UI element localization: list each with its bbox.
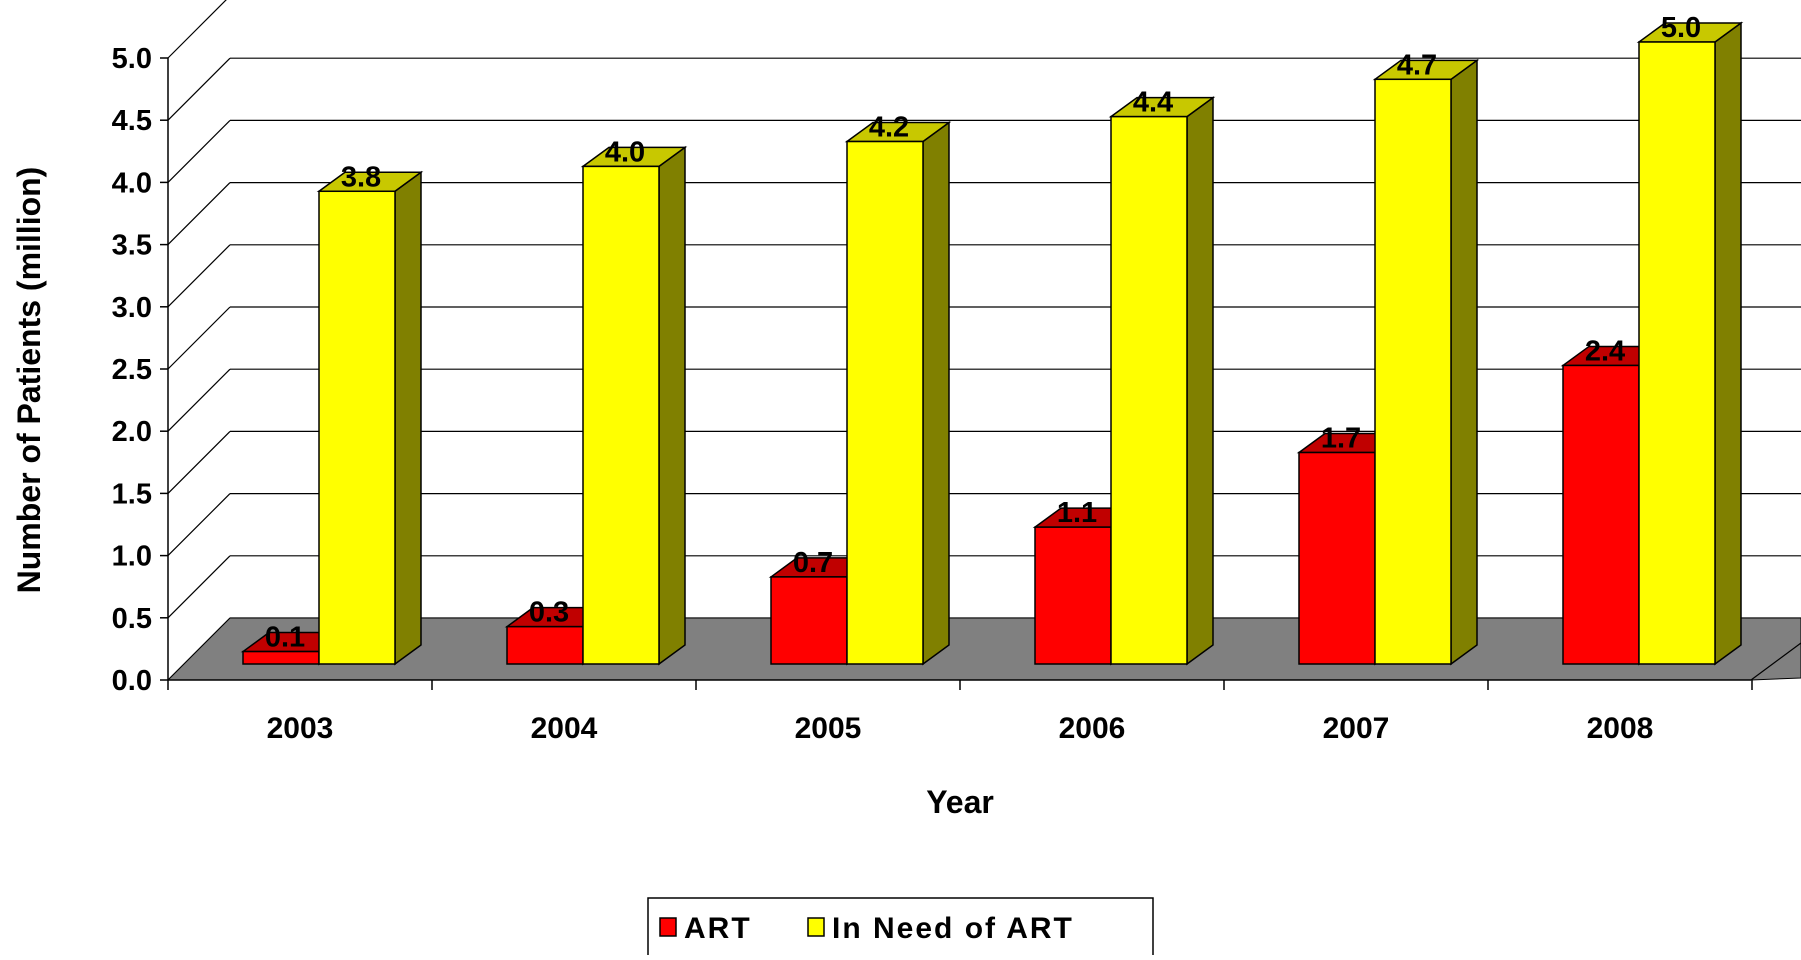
x-tick-label: 2008 <box>1587 712 1654 745</box>
y-tick-label: 2.0 <box>112 416 152 448</box>
x-tick-label: 2005 <box>795 712 862 745</box>
data-label: 0.3 <box>529 597 569 629</box>
data-label: 4.0 <box>605 136 645 168</box>
data-label: 0.7 <box>793 547 833 579</box>
x-tick-label: 2006 <box>1059 712 1126 745</box>
y-tick-label: 1.0 <box>112 541 152 573</box>
bar-front-face <box>1638 41 1716 665</box>
data-label: 3.8 <box>341 161 381 193</box>
bar-side-face <box>1450 58 1478 666</box>
bar-side-face <box>658 145 686 666</box>
gridline-diagonal <box>167 368 231 432</box>
bar-front-face <box>1562 364 1640 665</box>
bar-in-need-of-art <box>1636 21 1744 666</box>
legend-label: ART <box>684 912 752 945</box>
gridline-diagonal <box>167 306 231 370</box>
y-tick-label: 1.5 <box>112 478 152 510</box>
bar-front-face <box>582 165 660 665</box>
y-tick-label: 0.0 <box>112 665 152 697</box>
bar-front-face <box>318 190 396 665</box>
y-tick-label: 3.5 <box>112 230 152 262</box>
legend-box <box>647 897 1154 957</box>
bar-front-face <box>846 140 924 665</box>
gridline-diagonal <box>167 182 231 246</box>
y-axis-title: Number of Patients (million) <box>11 167 47 594</box>
bar-in-need-of-art <box>1372 58 1480 666</box>
bar-in-need-of-art <box>844 121 952 666</box>
gridline-diagonal <box>167 493 231 557</box>
data-label: 4.4 <box>1133 87 1173 119</box>
gridline-diagonal <box>167 555 231 619</box>
gridline-diagonal <box>167 57 231 121</box>
y-tick-label: 4.5 <box>112 105 152 137</box>
y-tick-label: 0.5 <box>112 603 152 635</box>
bar-side-face <box>922 121 950 666</box>
legend-label: In Need of ART <box>832 912 1074 945</box>
data-label: 4.7 <box>1397 49 1437 81</box>
x-tick-label: 2004 <box>531 712 598 745</box>
bar-in-need-of-art <box>1108 96 1216 666</box>
bar-in-need-of-art <box>580 145 688 666</box>
data-label: 1.1 <box>1057 497 1097 529</box>
legend-swatch <box>659 917 677 937</box>
bar-front-face <box>770 576 848 665</box>
bar-front-face <box>1034 526 1112 665</box>
x-tick-label: 2007 <box>1323 712 1390 745</box>
legend-swatch <box>807 917 825 937</box>
x-tick-label: 2003 <box>267 712 334 745</box>
floor-edge <box>1750 642 1801 681</box>
bar-front-face <box>1110 115 1188 665</box>
data-label: 1.7 <box>1321 423 1361 455</box>
bar-front-face <box>1374 78 1452 665</box>
bar-side-face <box>394 170 422 666</box>
y-tick-label: 4.0 <box>112 167 152 199</box>
legend: ART In Need of ART <box>647 897 1154 957</box>
bar-front-face <box>1298 451 1376 665</box>
bar-in-need-of-art <box>316 170 424 666</box>
gridline-diagonal <box>167 119 231 183</box>
gridline-diagonal <box>167 0 227 59</box>
y-tick-label: 2.5 <box>112 354 152 386</box>
data-label: 4.2 <box>869 112 909 144</box>
bar-side-face <box>1714 21 1742 666</box>
data-label: 2.4 <box>1585 335 1625 367</box>
data-label: 0.1 <box>265 622 305 654</box>
data-label: 5.0 <box>1661 12 1701 44</box>
y-tick-label: 3.0 <box>112 292 152 324</box>
x-axis-title: Year <box>926 784 994 820</box>
bar-side-face <box>1186 96 1214 666</box>
y-tick-label: 5.0 <box>112 43 152 75</box>
gridline-diagonal <box>167 430 231 494</box>
bar-front-face <box>506 625 584 665</box>
gridline-diagonal <box>167 244 231 308</box>
